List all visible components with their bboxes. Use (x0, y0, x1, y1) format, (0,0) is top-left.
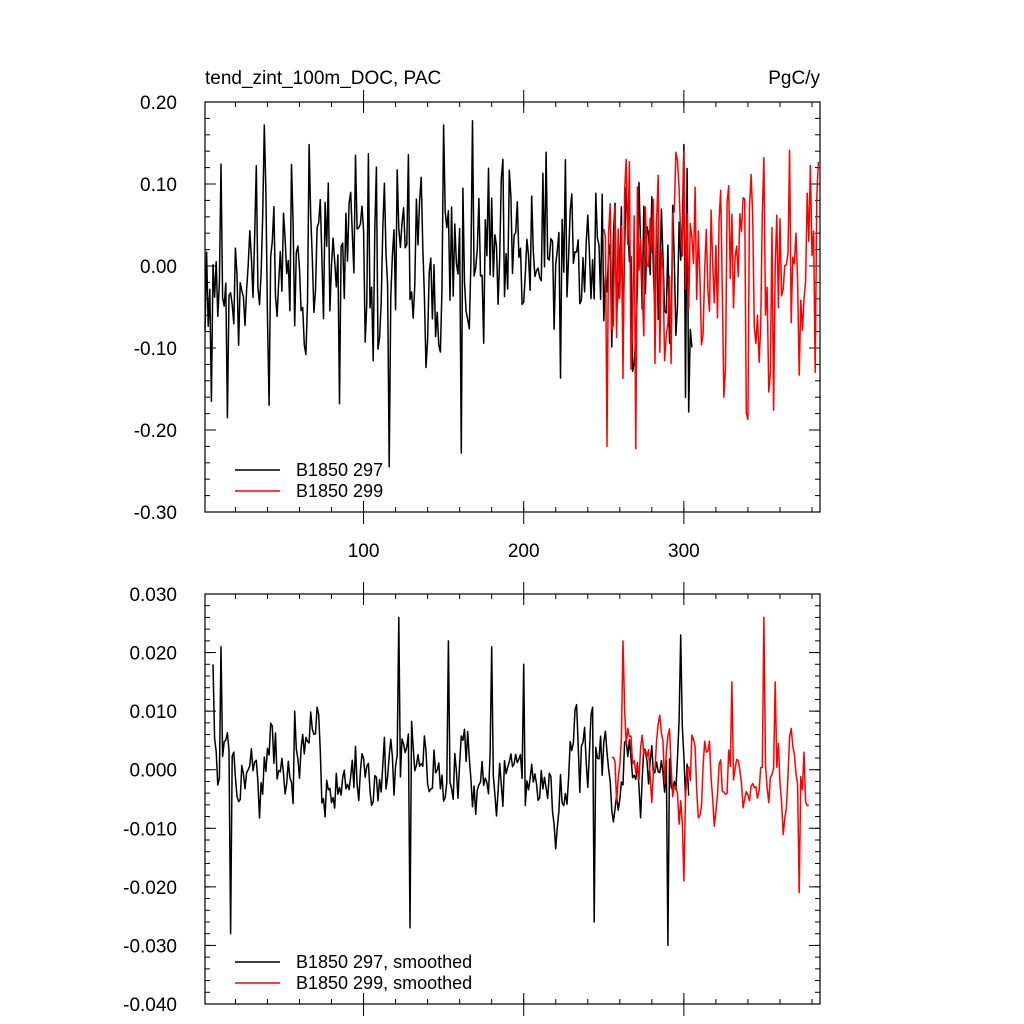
legend-label: B1850 297, smoothed (296, 952, 472, 972)
y-tick-label: 0.10 (140, 175, 177, 196)
y-tick-label: 0.00 (140, 257, 177, 278)
top-panel: tend_zint_100m_DOC, PAC PgC/y -0.30 -0.20… (134, 68, 821, 562)
y-tick-label: 0.020 (129, 644, 177, 665)
y-tick-label: -0.30 (134, 503, 177, 524)
series-line (212, 616, 690, 947)
legend-label: B1850 299 (296, 481, 383, 501)
top-panel-title: tend_zint_100m_DOC, PAC (205, 68, 441, 89)
top-panel-units: PgC/y (768, 68, 820, 89)
y-tick-label: -0.030 (123, 936, 177, 957)
series-line (611, 616, 810, 894)
y-tick-label: 0.20 (140, 93, 177, 114)
y-tick-label: -0.040 (123, 995, 177, 1016)
y-tick-label: -0.20 (134, 421, 177, 442)
legend-label: B1850 299, smoothed (296, 973, 472, 993)
y-tick-label: 0.010 (129, 702, 177, 723)
x-tick-label: 100 (348, 541, 380, 562)
y-tick-label: 0.030 (129, 585, 177, 606)
y-tick-label: -0.020 (123, 878, 177, 899)
x-tick-label: 200 (508, 541, 540, 562)
bottom-panel: -0.040 -0.030 -0.020 -0.010 0.000 0.010 0.020 0… (123, 582, 821, 1016)
plot-frame (204, 593, 821, 1005)
series-line (603, 149, 820, 450)
y-tick-label: -0.10 (134, 339, 177, 360)
y-tick-label: 0.000 (129, 761, 177, 782)
legend-label: B1850 297 (296, 460, 383, 480)
y-tick-label: -0.010 (123, 819, 177, 840)
x-tick-label: 300 (668, 541, 700, 562)
